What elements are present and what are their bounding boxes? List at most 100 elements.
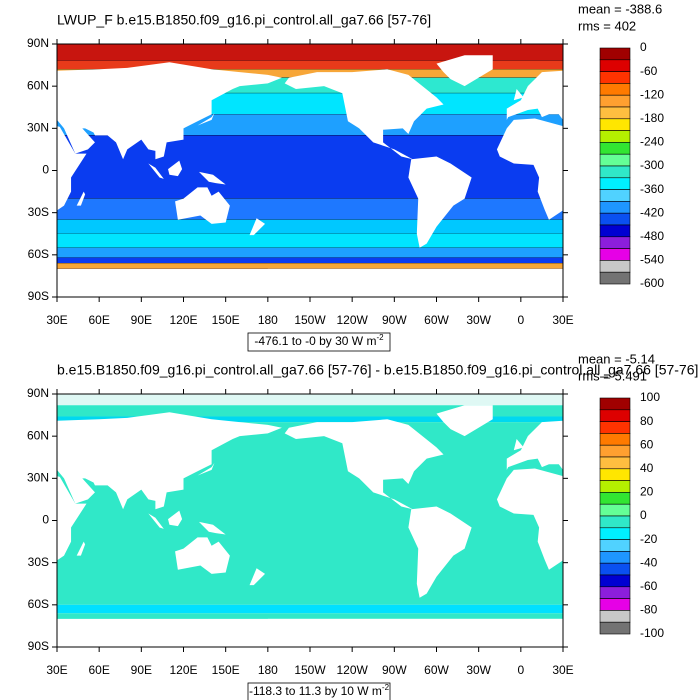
colorbar-box (599, 130, 631, 143)
colorbar-box (599, 47, 631, 61)
ocean-band (57, 44, 563, 61)
colorbar-box (599, 503, 631, 517)
land (197, 462, 215, 476)
colorbar-box (599, 598, 631, 611)
colorbar-label: -300 (640, 158, 664, 172)
land (436, 55, 493, 87)
colorbar-box (599, 456, 631, 470)
land (175, 187, 230, 224)
colorbar-box (599, 248, 631, 261)
colorbar-label: 100 (640, 390, 660, 404)
colorbar-box (599, 397, 631, 411)
lon-label: 180 (258, 313, 278, 327)
colorbar-box (599, 409, 631, 422)
land (168, 160, 183, 177)
colorbar-label: -420 (640, 205, 664, 219)
colorbar-box (599, 142, 631, 155)
info-box (247, 682, 391, 700)
colorbar-box (599, 621, 631, 635)
land (513, 88, 524, 101)
land (175, 537, 230, 574)
land (513, 438, 524, 451)
land (506, 70, 563, 120)
lon-label: 120W (336, 313, 368, 327)
colorbar-box (599, 468, 631, 481)
colorbar-label: 80 (640, 414, 654, 428)
lat-label: 0 (42, 513, 49, 527)
units-exponent: -2 (376, 333, 384, 342)
colorbar-box (599, 71, 631, 84)
lon-label: 120E (169, 313, 197, 327)
colorbar-box (599, 83, 631, 96)
rms-stat: rms = 402 (578, 18, 636, 33)
colorbar-box (599, 212, 631, 226)
contour-info-text: -476.1 to -0 by 30 W m (254, 334, 376, 348)
lat-label: 90N (27, 36, 49, 50)
lon-label: 30W (466, 313, 491, 327)
land (674, 161, 688, 176)
ocean-band (57, 263, 563, 269)
colorbar-label: -80 (640, 603, 658, 617)
lon-label: 150W (294, 313, 326, 327)
land (436, 405, 493, 437)
colorbar-box (599, 433, 631, 446)
ocean-band (57, 405, 563, 417)
land (197, 112, 215, 126)
land (198, 521, 226, 535)
land (57, 476, 87, 561)
lat-label: 60S (28, 597, 49, 611)
land (681, 537, 700, 574)
colorbar-box (599, 118, 631, 131)
lon-label: 90W (382, 663, 407, 677)
lat-label: 90S (28, 639, 49, 653)
land (681, 187, 700, 224)
mean-stat: mean = -388.6 (578, 1, 662, 16)
colorbar-label: -100 (640, 626, 664, 640)
colorbar-label: 60 (640, 437, 654, 451)
lon-label: 30E (46, 313, 67, 327)
ocean-band (57, 135, 563, 199)
colorbar-box (599, 236, 631, 249)
ocean-band (57, 394, 563, 406)
lon-label: 60E (88, 313, 109, 327)
colorbar-box (599, 421, 631, 434)
ocean-band (57, 257, 563, 264)
land (284, 69, 444, 160)
land (267, 268, 563, 297)
units-exponent: -2 (382, 683, 390, 692)
lon-label: 30E (552, 663, 573, 677)
land (76, 191, 86, 206)
colorbar-label: -480 (640, 229, 664, 243)
land (148, 163, 164, 179)
lat-label: 60N (27, 78, 49, 92)
colorbar-label: -240 (640, 135, 664, 149)
lon-label: 150E (212, 313, 240, 327)
lat-label: 30N (27, 471, 49, 485)
colorbar-box (599, 224, 631, 238)
colorbar-box (599, 527, 631, 540)
colorbar-label: 20 (640, 485, 654, 499)
lon-label: 0 (517, 313, 524, 327)
colorbar-box (599, 610, 631, 623)
land (267, 618, 563, 647)
map (57, 44, 700, 297)
colorbar-box (599, 260, 631, 273)
land (8, 439, 18, 450)
colorbar-label: -40 (640, 555, 658, 569)
colorbar-label: 0 (640, 40, 647, 54)
land (57, 126, 87, 211)
lon-label: 60W (424, 663, 449, 677)
colorbar-box (599, 94, 631, 108)
land (284, 419, 444, 510)
colorbar-box (599, 153, 631, 167)
lat-label: 30N (27, 121, 49, 135)
lon-label: 150E (212, 663, 240, 677)
info-box (247, 332, 391, 352)
colorbar-label: -120 (640, 87, 664, 101)
mean-stat: mean = -5.14 (578, 351, 655, 366)
ocean-band (57, 613, 563, 622)
lat-label: 60S (28, 247, 49, 261)
colorbar-box (599, 201, 631, 214)
land (654, 513, 669, 528)
